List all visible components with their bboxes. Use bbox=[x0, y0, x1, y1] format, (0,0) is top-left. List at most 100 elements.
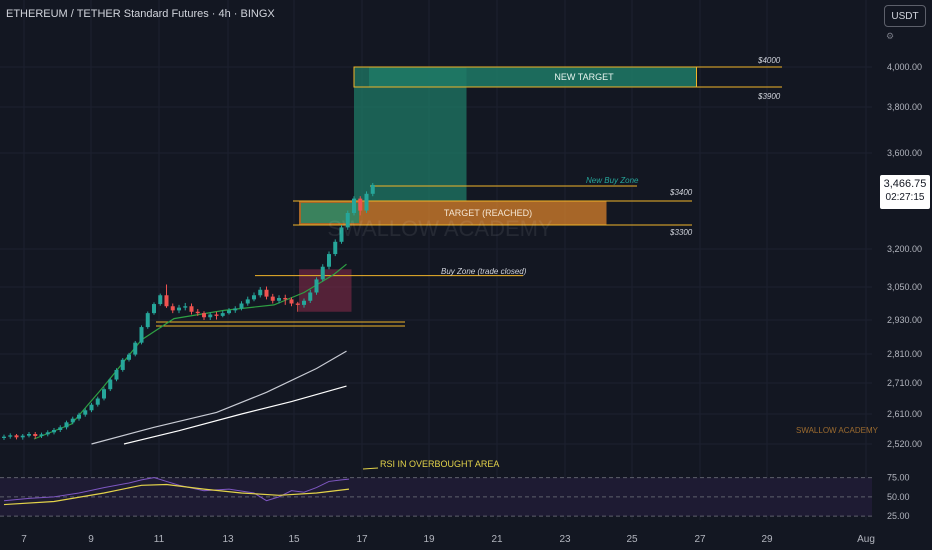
time-tick-label: 25 bbox=[626, 534, 638, 545]
annotation-labels: NEW TARGET $4000 $3900 New Buy Zone $3400 TAR… bbox=[327, 56, 878, 435]
time-tick-label: 15 bbox=[288, 534, 300, 545]
trade-zones bbox=[156, 66, 782, 327]
candle-body bbox=[364, 193, 369, 211]
candle-body bbox=[158, 295, 163, 305]
price-tick-label: 2,930.00 bbox=[887, 315, 922, 325]
price-tick-label: 2,520.00 bbox=[887, 439, 922, 449]
candle-body bbox=[352, 198, 356, 213]
candle-body bbox=[39, 434, 44, 436]
new-buy-zone-label: New Buy Zone bbox=[586, 176, 639, 185]
ema-fast-line bbox=[33, 263, 347, 440]
level-4000-label: $4000 bbox=[757, 56, 781, 65]
candle-body bbox=[77, 414, 81, 419]
rsi-tick-label: 25.00 bbox=[887, 511, 910, 521]
price-tick-label: 3,800.00 bbox=[887, 102, 922, 112]
time-tick-label: 9 bbox=[88, 534, 94, 545]
rsi-ma-line bbox=[3, 483, 350, 506]
level-3900-label: $3900 bbox=[757, 92, 781, 101]
candle-body bbox=[170, 306, 175, 311]
target-reached-label: TARGET (REACHED) bbox=[444, 208, 532, 218]
candle-body bbox=[208, 314, 213, 318]
rsi-note-label: RSI IN OVERBOUGHT AREA bbox=[380, 459, 499, 469]
time-tick-label: 27 bbox=[694, 534, 706, 545]
rsi-panel: RSI IN OVERBOUGHT AREA bbox=[0, 459, 872, 517]
candle-body bbox=[189, 306, 194, 312]
current-price-value: 3,466.75 bbox=[883, 178, 927, 190]
candle-body bbox=[89, 404, 94, 411]
candle-body bbox=[52, 430, 56, 433]
candle-body bbox=[245, 299, 250, 304]
price-tick-label: 3,050.00 bbox=[887, 282, 922, 292]
candle-body bbox=[258, 289, 263, 296]
gear-icon[interactable]: ⚙ bbox=[886, 31, 895, 41]
candle-body bbox=[339, 227, 344, 242]
new-target-zone bbox=[369, 67, 697, 87]
candle-body bbox=[239, 303, 244, 309]
ma-mid-line bbox=[91, 350, 347, 445]
candle-body bbox=[227, 310, 231, 314]
chart-title: ETHEREUM / TETHER Standard Futures · 4h … bbox=[6, 8, 275, 20]
moving-averages bbox=[33, 263, 347, 445]
ma-slow-line bbox=[123, 385, 347, 445]
candle-body bbox=[289, 299, 294, 304]
candle-body bbox=[120, 359, 125, 370]
candle-body bbox=[327, 254, 331, 267]
candle-body bbox=[302, 300, 306, 305]
candle-body bbox=[2, 436, 6, 438]
candle-body bbox=[195, 311, 200, 314]
rsi-tick-label: 50.00 bbox=[887, 492, 910, 502]
candle-body bbox=[320, 266, 325, 280]
profit-zone bbox=[354, 67, 467, 201]
candle-body bbox=[308, 292, 313, 301]
rsi-tick-label: 75.00 bbox=[887, 473, 910, 483]
time-tick-label: 7 bbox=[21, 534, 27, 545]
rsi-note-pointer bbox=[362, 467, 379, 470]
candle-body bbox=[177, 307, 181, 311]
candle-body bbox=[145, 313, 150, 328]
price-tick-label: 2,610.00 bbox=[887, 409, 922, 419]
candle-body bbox=[233, 308, 238, 311]
currency-button[interactable]: USDT bbox=[884, 5, 926, 27]
candle-body bbox=[277, 298, 281, 301]
price-tick-label: 2,710.00 bbox=[887, 378, 922, 388]
level-3300-label: $3300 bbox=[669, 228, 693, 237]
candle-body bbox=[152, 304, 156, 314]
price-tick-label: 2,810.00 bbox=[887, 349, 922, 359]
current-price-badge: 3,466.75 02:27:15 bbox=[880, 175, 930, 209]
candlestick-series bbox=[2, 183, 375, 440]
candle-body bbox=[164, 295, 169, 307]
candle-body bbox=[102, 389, 106, 399]
candle-body bbox=[8, 435, 13, 437]
candle-body bbox=[370, 184, 375, 194]
price-tick-label: 3,600.00 bbox=[887, 148, 922, 158]
candle-body bbox=[264, 289, 269, 297]
buy-zone-label: Buy Zone (trade closed) bbox=[441, 267, 527, 276]
axes: 4,000.00 3,800.00 3,600.00 3,200.00 3,050.00… bbox=[21, 62, 922, 545]
grid-lines bbox=[0, 0, 872, 520]
watermark-large: SWALLOW ACADEMY bbox=[327, 216, 553, 241]
price-tick-label: 3,200.00 bbox=[887, 244, 922, 254]
candle-body bbox=[295, 303, 300, 305]
candle-body bbox=[333, 241, 338, 255]
candle-body bbox=[45, 432, 50, 435]
candle-body bbox=[345, 213, 350, 228]
time-tick-label: 11 bbox=[154, 534, 165, 545]
new-target-label: NEW TARGET bbox=[554, 72, 614, 82]
time-tick-label: 21 bbox=[491, 534, 503, 545]
candle-body bbox=[270, 296, 275, 301]
price-tick-label: 4,000.00 bbox=[887, 62, 922, 72]
candle-body bbox=[314, 279, 319, 293]
candle-body bbox=[33, 434, 38, 436]
time-tick-label: 23 bbox=[559, 534, 571, 545]
time-tick-label: 19 bbox=[423, 534, 435, 545]
candle-body bbox=[283, 298, 288, 300]
candle-body bbox=[27, 434, 31, 436]
candle-body bbox=[64, 422, 69, 428]
candle-body bbox=[20, 435, 25, 438]
candle-body bbox=[214, 314, 219, 316]
candle-body bbox=[58, 427, 63, 430]
candle-body bbox=[127, 354, 131, 360]
rsi-line bbox=[3, 477, 350, 502]
candle-body bbox=[202, 313, 206, 318]
